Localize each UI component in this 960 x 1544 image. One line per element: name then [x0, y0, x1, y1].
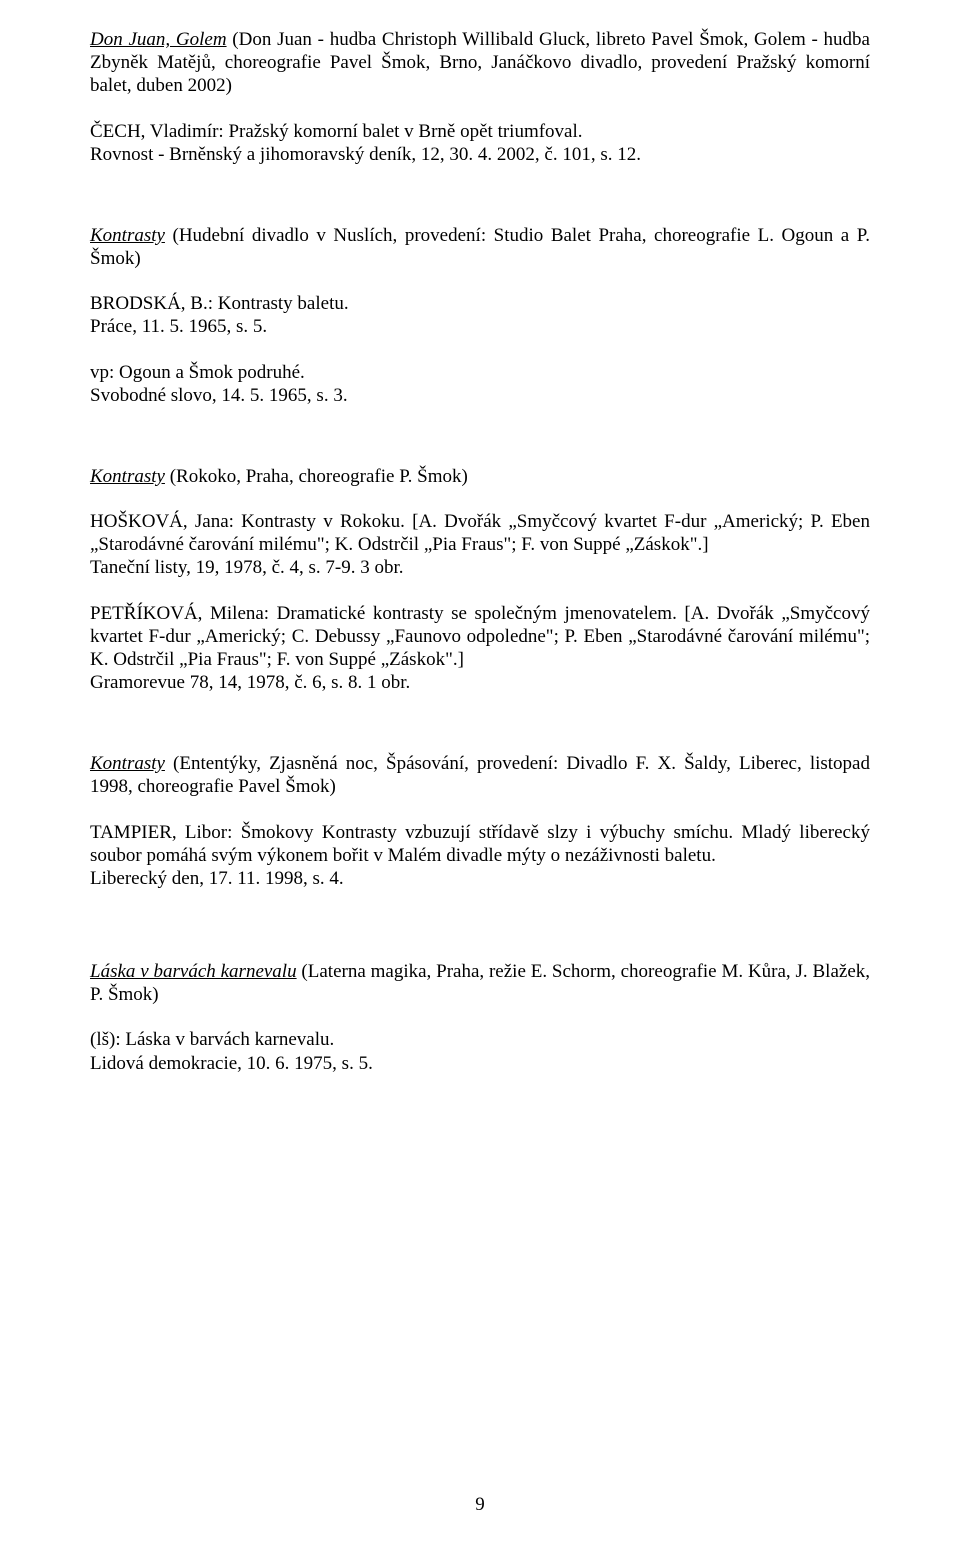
- citation-line: Liberecký den, 17. 11. 1998, s. 4.: [90, 867, 870, 890]
- author-line: vp: Ogoun a Šmok podruhé.: [90, 361, 870, 384]
- page-number: 9: [0, 1493, 960, 1516]
- section-gap: [90, 188, 870, 224]
- author-line: BRODSKÁ, B.: Kontrasty baletu.: [90, 292, 870, 315]
- author-line: (lš): Láska v barvách karnevalu.: [90, 1028, 870, 1051]
- entry-title: Kontrasty: [90, 225, 165, 246]
- section-gap: [90, 912, 870, 960]
- author-line: TAMPIER, Libor: Šmokovy Kontrasty vzbuzu…: [90, 821, 870, 867]
- entry-heading: Kontrasty (Rokoko, Praha, choreografie P…: [90, 465, 870, 488]
- citation-line: Svobodné slovo, 14. 5. 1965, s. 3.: [90, 384, 870, 407]
- entry-title: Kontrasty: [90, 466, 165, 487]
- author-line: ČECH, Vladimír: Pražský komorní balet v …: [90, 120, 870, 143]
- entry-details: (Rokoko, Praha, choreografie P. Šmok): [165, 466, 468, 487]
- author-line: PETŘÍKOVÁ, Milena: Dramatické kontrasty …: [90, 602, 870, 672]
- entry-title: Láska v barvách karnevalu: [90, 961, 297, 982]
- citation-line: Rovnost - Brněnský a jihomoravský deník,…: [90, 143, 870, 166]
- entry-details: (Ententýky, Zjasněná noc, Špásování, pro…: [90, 753, 870, 797]
- entry-heading: Láska v barvách karnevalu (Laterna magik…: [90, 960, 870, 1006]
- entry-title: Don Juan, Golem: [90, 29, 227, 50]
- citation-line: Práce, 11. 5. 1965, s. 5.: [90, 315, 870, 338]
- author-line: HOŠKOVÁ, Jana: Kontrasty v Rokoku. [A. D…: [90, 510, 870, 556]
- entry-heading: Kontrasty (Hudební divadlo v Nuslích, pr…: [90, 224, 870, 270]
- entry-details: (Hudební divadlo v Nuslích, provedení: S…: [90, 225, 870, 269]
- citation-line: Taneční listy, 19, 1978, č. 4, s. 7-9. 3…: [90, 556, 870, 579]
- entry-heading: Don Juan, Golem (Don Juan - hudba Christ…: [90, 28, 870, 98]
- section-gap: [90, 429, 870, 465]
- section-gap: [90, 716, 870, 752]
- citation-line: Lidová demokracie, 10. 6. 1975, s. 5.: [90, 1052, 870, 1075]
- document-page: Don Juan, Golem (Don Juan - hudba Christ…: [0, 0, 960, 1544]
- citation-line: Gramorevue 78, 14, 1978, č. 6, s. 8. 1 o…: [90, 671, 870, 694]
- entry-heading: Kontrasty (Ententýky, Zjasněná noc, Špás…: [90, 752, 870, 798]
- entry-title: Kontrasty: [90, 753, 165, 774]
